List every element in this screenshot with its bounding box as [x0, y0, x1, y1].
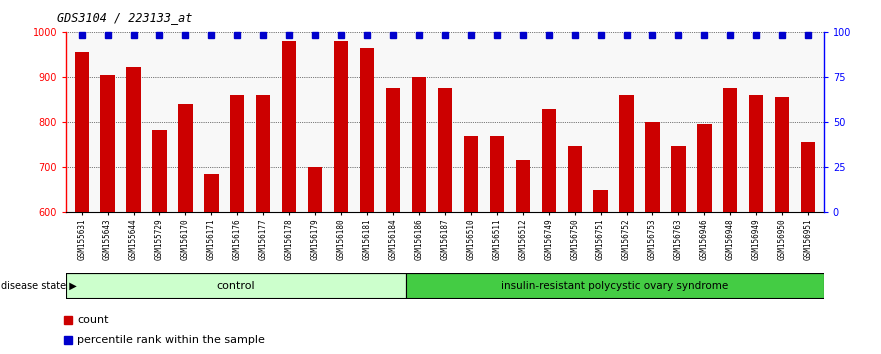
Bar: [178, 104, 193, 212]
Bar: [723, 88, 737, 212]
Bar: [152, 130, 167, 212]
Bar: [282, 41, 296, 212]
Bar: [308, 167, 322, 212]
Bar: [66, 273, 406, 299]
Bar: [749, 95, 764, 212]
Bar: [515, 160, 529, 212]
Bar: [126, 67, 141, 212]
Text: disease state ▶: disease state ▶: [1, 281, 77, 291]
Bar: [463, 136, 478, 212]
Bar: [490, 136, 504, 212]
Bar: [256, 95, 270, 212]
Bar: [671, 145, 685, 212]
Text: GDS3104 / 223133_at: GDS3104 / 223133_at: [57, 11, 193, 24]
Text: count: count: [78, 315, 109, 325]
Bar: [334, 41, 348, 212]
Bar: [386, 88, 400, 212]
Bar: [411, 77, 426, 212]
Bar: [594, 190, 608, 212]
Bar: [75, 52, 89, 212]
Bar: [230, 95, 244, 212]
Text: percentile rank within the sample: percentile rank within the sample: [78, 335, 265, 345]
Text: control: control: [217, 281, 255, 291]
Bar: [100, 75, 115, 212]
Bar: [619, 95, 633, 212]
Bar: [646, 122, 660, 212]
Text: insulin-resistant polycystic ovary syndrome: insulin-resistant polycystic ovary syndr…: [501, 281, 729, 291]
Bar: [204, 174, 218, 212]
Bar: [567, 145, 581, 212]
Bar: [406, 273, 824, 299]
Bar: [801, 142, 815, 212]
Bar: [697, 124, 712, 212]
Bar: [438, 88, 452, 212]
Bar: [542, 109, 556, 212]
Bar: [775, 97, 789, 212]
Bar: [360, 48, 374, 212]
